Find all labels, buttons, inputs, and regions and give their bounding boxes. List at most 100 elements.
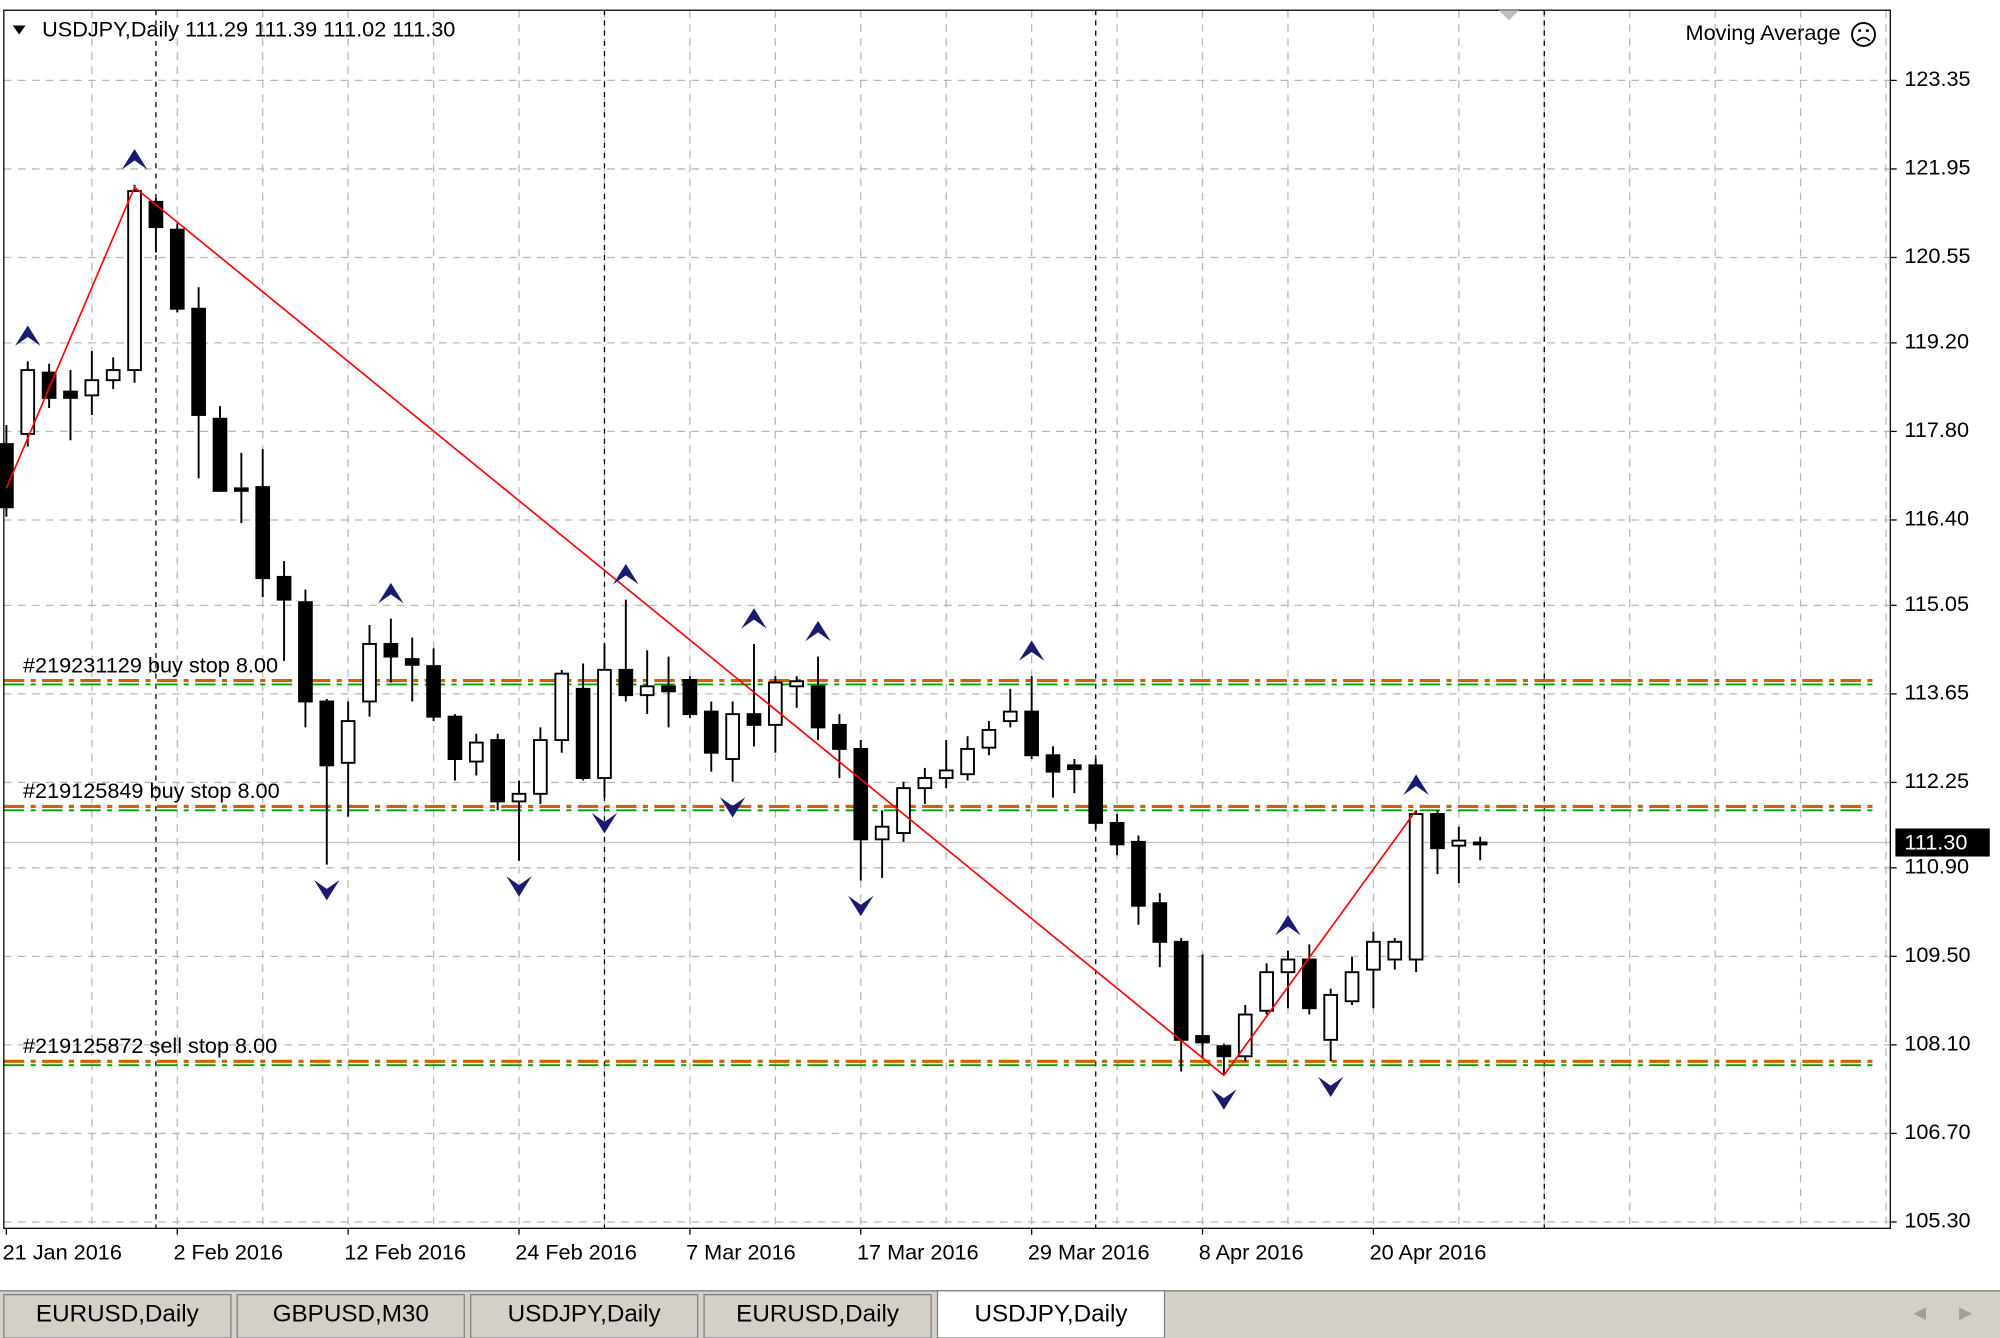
fractal-down	[848, 895, 874, 917]
candle-body	[1216, 1045, 1232, 1058]
tab-label[interactable]: USDJPY,Daily	[508, 1300, 662, 1327]
candle-body	[938, 769, 954, 779]
tab-label[interactable]: EURUSD,Daily	[36, 1300, 200, 1327]
candle-body	[917, 777, 933, 790]
tab-box[interactable]	[936, 1290, 1166, 1338]
tab-box[interactable]	[236, 1293, 465, 1338]
tab-label[interactable]: EURUSD,Daily	[736, 1300, 900, 1327]
tab-box[interactable]	[703, 1293, 932, 1338]
x-tick-label: 8 Apr 2016	[1199, 1240, 1304, 1265]
candle-body	[1088, 764, 1104, 824]
candle-body	[1472, 841, 1488, 846]
candle-body	[1173, 940, 1189, 1041]
current-price-label: 111.30	[1904, 830, 1967, 855]
candle-body	[105, 369, 121, 382]
candle-body	[212, 417, 228, 492]
candle-body	[575, 687, 591, 779]
y-tick-label: 123.35	[1904, 66, 1970, 91]
candle-body	[789, 680, 805, 688]
candle-body	[1430, 813, 1445, 850]
candle-body	[832, 723, 847, 750]
tab-box[interactable]	[470, 1293, 699, 1338]
candle-body	[234, 487, 249, 492]
x-tick-label: 7 Mar 2016	[686, 1240, 796, 1265]
y-tick-label: 119.20	[1904, 329, 1969, 354]
y-tick-label: 113.65	[1904, 680, 1969, 705]
candle-body	[1280, 958, 1296, 974]
scroll-right[interactable]	[1959, 1307, 1972, 1321]
y-tick-label: 105.30	[1904, 1208, 1970, 1233]
candle-body	[1387, 940, 1403, 961]
candle-body	[810, 685, 826, 729]
candle-body	[1024, 710, 1039, 757]
order-label: #219125849 buy stop 8.00	[23, 778, 280, 803]
tabs: EURUSD,Daily GBPUSD,M30 USDJPY,Daily EURUSD…	[3, 1290, 1166, 1338]
fractal-down	[506, 876, 532, 897]
x-tick-label: 21 Jan 2016	[3, 1240, 122, 1265]
candle-body	[1045, 754, 1061, 773]
scroll-left[interactable]	[1913, 1307, 1927, 1321]
y-tick-label: 121.95	[1904, 155, 1970, 180]
candle-body	[703, 710, 719, 754]
candle-body	[447, 715, 463, 760]
y-tick-label: 109.50	[1904, 942, 1970, 967]
fractal-up	[1018, 640, 1045, 661]
x-tick-label: 20 Apr 2016	[1370, 1240, 1487, 1265]
candle-body	[1131, 840, 1146, 907]
fractal-down	[591, 812, 618, 834]
y-tick-label: 117.80	[1904, 417, 1969, 442]
candle-body	[533, 739, 548, 795]
tab[interactable]: USDJPY,Daily	[470, 1293, 699, 1338]
marks-layer: #219231129 buy stop 8.00 #219125849 buy s…	[0, 149, 1878, 1110]
fractal-up	[15, 325, 41, 346]
candle-body	[896, 787, 911, 834]
tab-box[interactable]	[3, 1293, 232, 1338]
candle-body	[1301, 958, 1317, 1010]
tab[interactable]: USDJPY,Daily	[936, 1290, 1166, 1338]
candle-body	[0, 443, 14, 509]
candle-body	[1408, 813, 1424, 961]
y-tick-label: 115.05	[1904, 591, 1969, 616]
fractal-up	[805, 620, 831, 642]
candle-body	[746, 713, 762, 726]
tab[interactable]: EURUSD,Daily	[3, 1293, 232, 1338]
order-label: #219231129 buy stop 8.00	[23, 652, 278, 677]
current-price-box	[1895, 828, 1990, 857]
indicator-label: Moving Average	[1686, 20, 1841, 45]
candle-body	[618, 668, 634, 697]
order-label: #219125872 sell stop 8.00	[23, 1033, 277, 1058]
y-tick-label: 106.70	[1904, 1119, 1970, 1144]
candle-body	[1451, 839, 1467, 847]
x-tick-label: 2 Feb 2016	[173, 1240, 283, 1265]
candle-body	[383, 642, 399, 658]
tab[interactable]: EURUSD,Daily	[703, 1293, 932, 1338]
x-tick-label: 12 Feb 2016	[344, 1240, 466, 1265]
tab-label[interactable]: USDJPY,Daily	[975, 1300, 1129, 1327]
candle-body	[127, 190, 142, 372]
grid-layer	[3, 10, 1891, 1229]
candle-body	[1195, 1035, 1210, 1044]
fractal-up	[741, 608, 767, 629]
candle-body	[84, 379, 100, 397]
candle-body	[853, 747, 869, 841]
candle-body	[362, 642, 377, 703]
fractal-down	[719, 797, 746, 818]
fractal-down	[1211, 1089, 1237, 1110]
zigzag	[5, 185, 1417, 1077]
candle-body	[298, 601, 313, 703]
fractal-up	[1275, 914, 1301, 936]
header: USDJPY,Daily 111.29 111.39 111.02 111.30	[42, 16, 455, 41]
header-arrow[interactable]	[12, 25, 26, 35]
tab[interactable]: GBPUSD,M30	[236, 1293, 465, 1338]
y-tick-label: 112.25	[1904, 768, 1969, 793]
y-tick-label: 120.55	[1904, 243, 1970, 268]
y-tick-label: 110.90	[1904, 854, 1969, 879]
candle-body	[20, 369, 36, 435]
candle-body	[725, 713, 740, 760]
candle-body	[1366, 940, 1381, 971]
candle-body	[319, 700, 335, 767]
tab-label[interactable]: GBPUSD,M30	[273, 1300, 429, 1327]
candle-body	[511, 792, 527, 803]
